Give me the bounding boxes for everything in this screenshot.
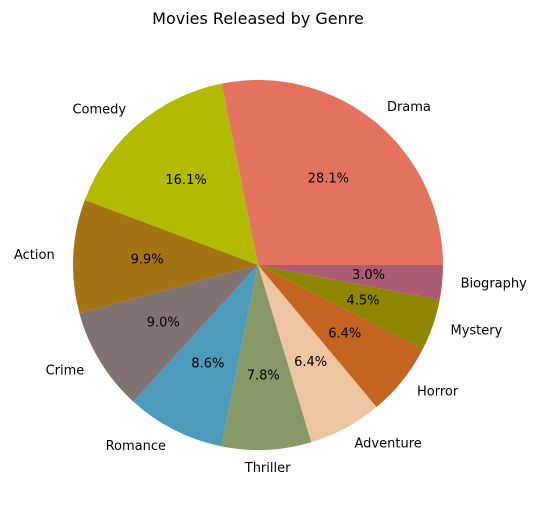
category-label-crime: Crime [46,363,85,378]
category-label-horror: Horror [417,384,459,399]
category-label-drama: Drama [387,100,431,115]
pct-label-comedy: 16.1% [165,173,206,188]
pct-label-adventure: 6.4% [294,355,327,370]
category-label-romance: Romance [106,439,166,454]
category-label-action: Action [14,248,55,263]
pct-label-mystery: 4.5% [346,294,379,309]
pct-label-action: 9.9% [131,252,164,267]
pct-label-drama: 28.1% [308,172,349,187]
category-label-adventure: Adventure [355,437,422,452]
pct-label-romance: 8.6% [191,357,224,372]
pie-slices [73,80,443,450]
category-label-mystery: Mystery [450,324,502,339]
pct-label-horror: 6.4% [328,327,361,342]
pct-label-biography: 3.0% [352,268,385,283]
pct-label-crime: 9.0% [147,315,180,330]
pct-label-thriller: 7.8% [247,368,280,383]
category-label-thriller: Thriller [244,461,291,476]
category-label-biography: Biography [461,277,528,292]
category-label-comedy: Comedy [72,103,126,118]
chart-title: Movies Released by Genre [152,9,364,28]
